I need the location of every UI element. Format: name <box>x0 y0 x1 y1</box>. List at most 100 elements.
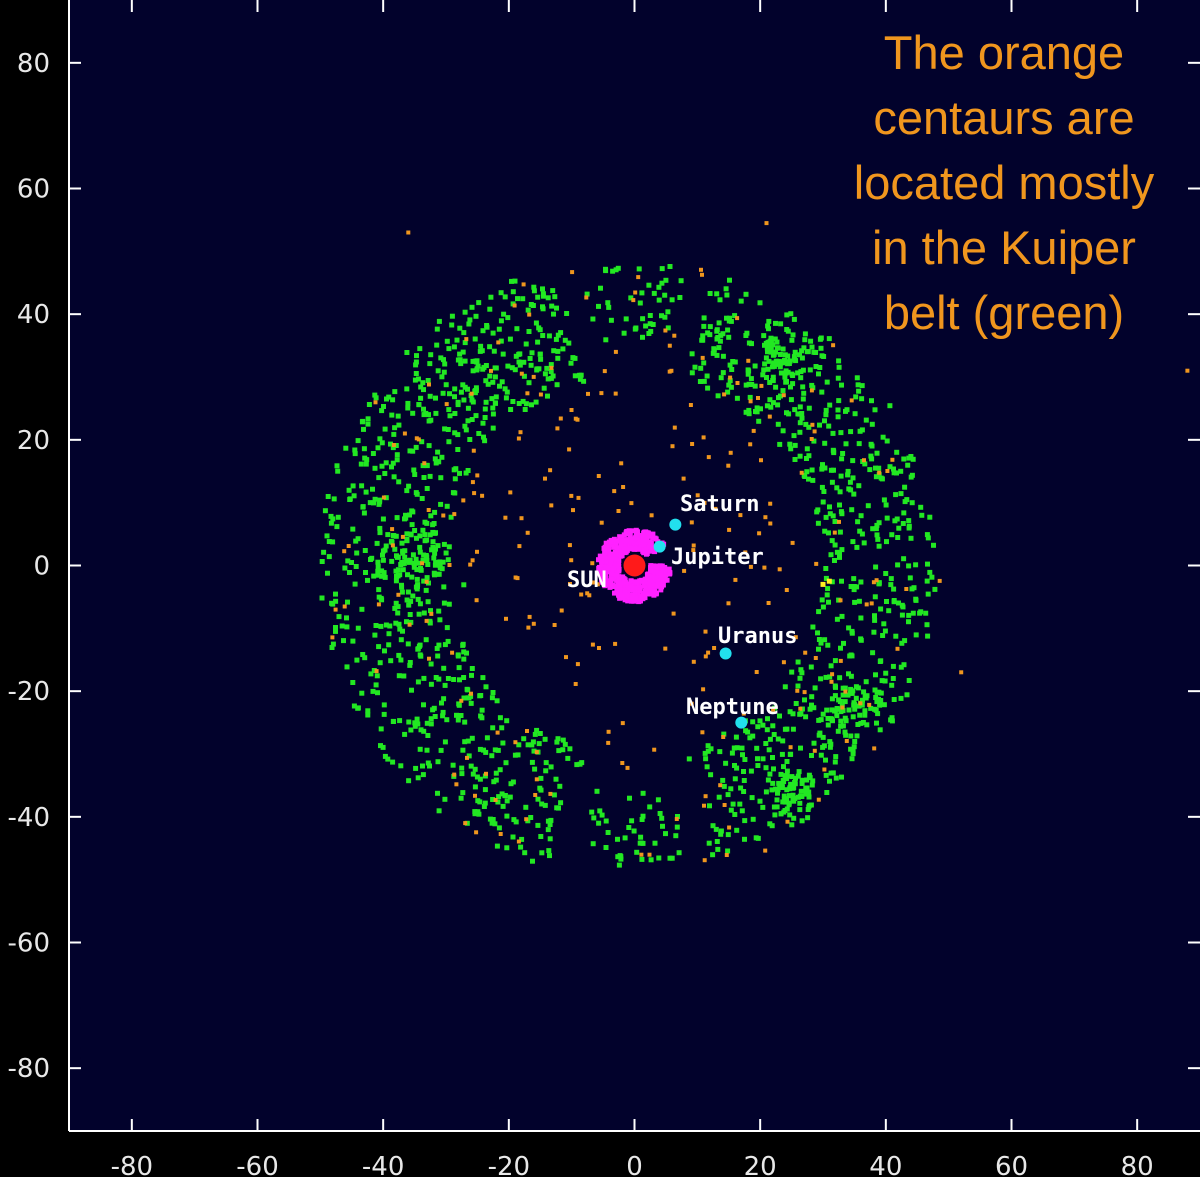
kuiper-belt-object <box>350 638 356 644</box>
kuiper-belt-object <box>395 413 401 419</box>
kuiper-belt-object <box>673 833 679 839</box>
kuiper-belt-object <box>832 558 837 563</box>
centaur-object <box>843 689 848 694</box>
kuiper-belt-object <box>835 414 841 420</box>
kuiper-belt-object <box>488 294 494 300</box>
kuiper-belt-object <box>523 341 529 347</box>
kuiper-belt-object <box>890 663 896 669</box>
kuiper-belt-object <box>755 724 761 730</box>
centaur-object <box>862 458 866 463</box>
centaur-object <box>470 558 475 563</box>
kuiper-belt-object <box>729 367 735 372</box>
centaur-object <box>427 656 431 661</box>
centaur-object <box>524 817 529 822</box>
kuiper-belt-object <box>458 361 464 367</box>
kuiper-belt-object <box>839 456 845 462</box>
centaur-object <box>681 476 686 481</box>
asteroid-object <box>616 557 622 563</box>
kuiper-belt-object <box>375 572 381 578</box>
kuiper-belt-object <box>482 406 488 412</box>
centaur-object <box>381 495 386 500</box>
kuiper-belt-object <box>876 543 882 549</box>
kuiper-belt-object <box>467 437 473 442</box>
kuiper-belt-object <box>725 327 731 333</box>
kuiper-belt-object <box>472 811 478 817</box>
asteroid-object <box>616 592 622 598</box>
kuiper-belt-object <box>904 692 910 698</box>
kuiper-belt-object <box>856 388 862 394</box>
kuiper-belt-object <box>505 363 511 369</box>
kuiper-belt-object <box>379 463 385 469</box>
centaur-object <box>402 431 407 436</box>
kuiper-belt-object <box>765 366 771 372</box>
kuiper-belt-object <box>868 705 874 711</box>
kuiper-belt-object <box>435 449 441 455</box>
kuiper-belt-object <box>846 625 852 631</box>
x-tick-label: 40 <box>869 1152 902 1177</box>
kuiper-belt-object <box>537 731 543 736</box>
asteroid-object <box>624 528 630 534</box>
kuiper-belt-object <box>817 730 823 736</box>
centaur-object <box>406 230 411 235</box>
kuiper-belt-object <box>522 850 528 856</box>
kuiper-belt-object <box>656 297 662 303</box>
centaur-object <box>840 705 845 710</box>
kuiper-belt-object <box>878 658 884 664</box>
centaur-object <box>450 650 455 655</box>
x-tick-label: -80 <box>111 1152 153 1177</box>
kuiper-belt-object <box>537 351 543 357</box>
centaur-object <box>548 468 553 473</box>
kuiper-belt-object <box>773 786 779 792</box>
kuiper-belt-object <box>441 541 447 547</box>
kuiper-belt-object <box>783 368 789 374</box>
kuiper-belt-object <box>545 376 551 382</box>
centaur-object <box>631 298 636 303</box>
kuiper-belt-object <box>852 599 858 605</box>
centaur-object <box>573 682 578 686</box>
kuiper-belt-object <box>326 539 332 544</box>
kuiper-belt-object <box>436 808 442 814</box>
kuiper-belt-object <box>462 719 468 725</box>
kuiper-belt-object <box>618 856 624 862</box>
kuiper-belt-object <box>446 407 452 413</box>
kuiper-belt-object <box>749 795 755 801</box>
kuiper-belt-object <box>656 855 662 861</box>
kuiper-belt-object <box>844 407 850 413</box>
kuiper-belt-object <box>455 357 461 363</box>
kuiper-belt-object <box>662 314 668 320</box>
kuiper-belt-object <box>521 373 527 379</box>
asteroid-object <box>667 570 673 575</box>
kuiper-belt-object <box>829 479 835 485</box>
kuiper-belt-object <box>432 714 438 719</box>
kuiper-belt-object <box>882 628 888 634</box>
kuiper-belt-object <box>820 604 826 610</box>
asteroid-object <box>616 576 622 582</box>
kuiper-belt-object <box>368 557 373 562</box>
kuiper-belt-object <box>467 317 473 323</box>
asteroid-object <box>603 570 608 576</box>
asteroid-object <box>627 528 633 534</box>
kuiper-belt-object <box>438 355 444 361</box>
kuiper-belt-object <box>518 844 524 850</box>
kuiper-belt-object <box>713 826 719 832</box>
kuiper-belt-object <box>473 313 479 319</box>
kuiper-belt-object <box>676 850 682 856</box>
kuiper-belt-object <box>603 845 609 850</box>
kuiper-belt-object <box>393 600 399 606</box>
kuiper-belt-object <box>819 597 825 603</box>
kuiper-belt-object <box>536 741 542 747</box>
kuiper-belt-object <box>828 741 834 747</box>
x-tick-label: 60 <box>995 1152 1028 1177</box>
kuiper-belt-object <box>404 619 409 625</box>
centaur-object <box>567 543 572 548</box>
kuiper-belt-object <box>417 533 423 539</box>
kuiper-belt-object <box>485 381 491 387</box>
kuiper-belt-object <box>422 519 428 525</box>
asteroid-object <box>624 538 630 544</box>
asteroid-object <box>651 592 657 598</box>
kuiper-belt-object <box>415 583 420 589</box>
kuiper-belt-object <box>407 612 413 617</box>
kuiper-belt-object <box>474 367 480 373</box>
centaur-object <box>721 735 726 739</box>
centaur-object <box>735 316 740 321</box>
